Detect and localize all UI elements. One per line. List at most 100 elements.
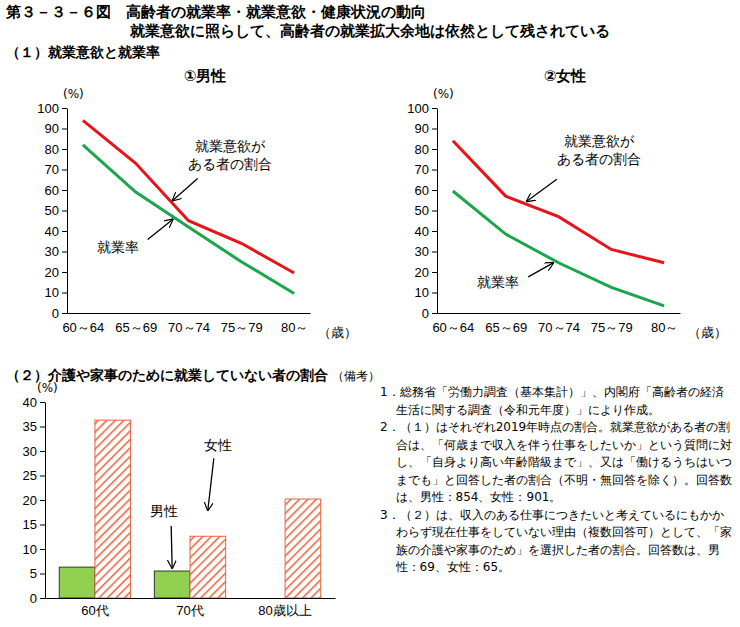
y-tick: 80 [45,142,67,157]
y-tick: 60 [45,183,67,198]
y-tick-mark [40,402,45,403]
x-axis: 60～6465～6970～7475～7980～ [432,314,680,336]
arrow [173,179,198,201]
y-tick-label: 10 [415,285,429,300]
y-tick-label: 0 [422,306,429,321]
y-tick-mark [432,108,437,109]
y-axis-title: (%) [63,87,84,101]
y-tick-mark [432,313,437,314]
y-tick-mark [62,190,67,191]
figure: 第３－３－６図 高齢者の就業率・就業意欲・健康状況の動向就業意欲に照らして、高齢… [0,0,740,627]
y-tick-mark [62,211,67,212]
y-tick: 20 [415,265,437,280]
y-tick-label: 0 [52,306,59,321]
y-tick-mark [432,190,437,191]
y-tick-label: 5 [30,566,37,581]
y-tick: 90 [45,121,67,136]
x-tick: 60～64 [62,320,104,335]
y-tick-label: 20 [45,265,59,280]
y-tick-mark [40,574,45,575]
y-tick: 30 [415,244,437,259]
y-tick: 60 [415,183,437,198]
y-tick-label: 90 [415,121,429,136]
y-tick-mark [432,293,437,294]
notes: 1．総務省「労働力調査（基本集計）」、内閣府「高齢者の経済生活に関する調査（令和… [380,384,734,577]
y-tick-mark [62,129,67,130]
series-line [453,141,664,263]
annotation-line: 就業率 [477,274,519,290]
x-tick: 80～ [281,320,308,335]
y-tick-label: 40 [45,224,59,239]
y-tick-label: 10 [45,285,59,300]
y-tick-label: 60 [415,183,429,198]
series-line [453,191,664,306]
annotation-line: ある者の割合 [557,151,641,167]
section-title: （１）就業意欲と就業率 [6,44,160,60]
notes-label: （備考） [332,369,380,383]
y-tick: 10 [23,542,45,557]
y-tick-label: 70 [45,162,59,177]
plot-area [83,120,294,293]
y-tick-mark [432,170,437,171]
y-tick-label: 0 [30,591,37,606]
y-axis: 0510152025303540 [23,395,46,606]
annotation-line: 就業意欲が [195,138,266,154]
y-tick-mark [432,149,437,150]
x-tick-label: 70～74 [538,320,580,335]
figure-title: 第３－３－６図 高齢者の就業率・就業意欲・健康状況の動向 [5,3,426,20]
x-tick: 65～69 [115,320,157,335]
x-axis-title: （歳） [688,325,727,340]
y-tick-mark [40,598,45,599]
y-tick: 50 [45,203,67,218]
y-tick-mark [40,476,45,477]
bar [59,567,95,598]
y-tick-mark [62,108,67,109]
y-tick-label: 60 [45,183,59,198]
annotation: 就業意欲がある者の割合 [188,138,272,172]
y-tick: 80 [415,142,437,157]
annotations: 就業意欲がある者の割合就業率 [97,138,272,256]
y-tick: 20 [45,265,67,280]
y-tick-mark [432,252,437,253]
x-tick-label: 70代 [176,603,203,618]
y-tick: 0 [52,306,67,321]
bar-chart: （２）介護や家事のために就業していない者の割合（備考）0510152025303… [6,367,380,618]
y-tick-mark [40,549,45,550]
bar [95,420,131,598]
y-tick: 40 [23,395,45,410]
y-tick-label: 100 [37,101,59,116]
y-tick-label: 10 [23,542,37,557]
note-item: 3．（２）は、収入のある仕事につきたいと考えているにもかかわらず現在仕事をしてい… [380,507,734,577]
y-tick-mark [62,231,67,232]
y-axis-line [67,109,68,314]
y-tick: 20 [23,493,45,508]
annotation: 就業意欲がある者の割合 [557,133,641,167]
x-tick: 80～ [651,320,678,335]
annotation-line: 就業率 [97,239,139,255]
x-tick-label: 75～79 [591,320,633,335]
x-tick-label: 60代 [81,603,108,618]
y-tick: 15 [23,517,45,532]
x-tick-label: 65～69 [485,320,527,335]
bar [190,536,226,598]
bar [154,571,190,598]
x-tick: 70～74 [538,320,580,335]
line-chart: ①男性010203040506070809010060～6465～6970～74… [37,67,357,340]
y-tick-mark [432,231,437,232]
y-tick-label: 25 [23,468,37,483]
x-axis-line [46,598,336,599]
y-tick: 5 [30,566,45,581]
annotation: 就業率 [477,274,519,290]
y-tick-label: 80 [45,142,59,157]
y-tick-mark [62,293,67,294]
y-tick: 25 [23,468,45,483]
y-tick-label: 15 [23,517,37,532]
annotations: 就業意欲がある者の割合就業率 [477,133,641,290]
plot-area [59,420,320,598]
x-tick: 60代 [81,603,108,618]
y-axis-line [45,403,46,599]
y-tick: 40 [45,224,67,239]
y-axis: 0102030405060708090100 [407,101,437,321]
series-line [83,120,294,273]
y-tick-label: 20 [23,493,37,508]
